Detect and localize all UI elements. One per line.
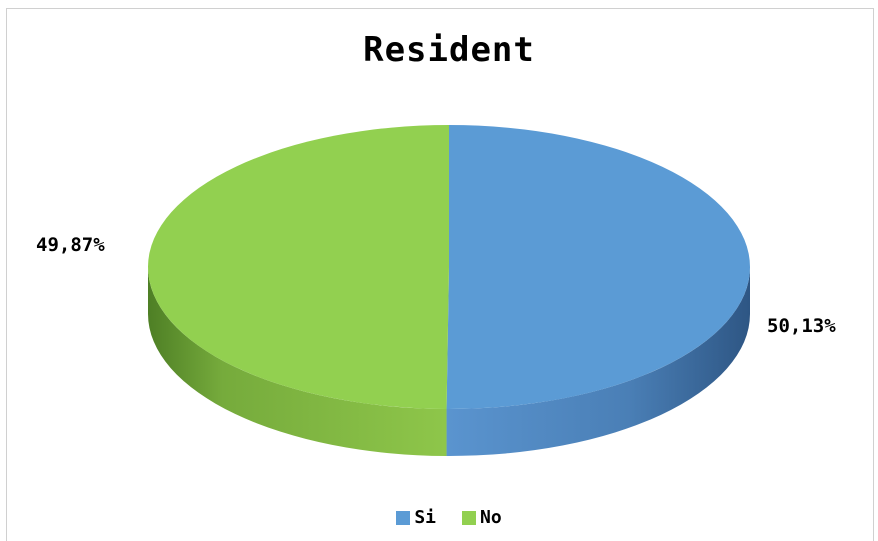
chart-title: Resident bbox=[363, 30, 535, 70]
slice-no bbox=[148, 125, 449, 409]
legend-label-no: No bbox=[480, 507, 502, 528]
slice-no-side bbox=[148, 267, 447, 456]
legend-swatch-no bbox=[462, 510, 476, 525]
legend-item-si: Si bbox=[396, 507, 436, 528]
legend-swatch-si bbox=[396, 510, 411, 525]
data-label-si: 50,13% bbox=[767, 315, 836, 337]
legend-item-no: No bbox=[462, 507, 502, 528]
legend-label-si: Si bbox=[414, 507, 436, 528]
legend: Si No bbox=[0, 507, 878, 528]
slice-si bbox=[446, 125, 751, 409]
data-label-no: 49,87% bbox=[36, 234, 105, 256]
slice-si-side bbox=[446, 267, 750, 456]
